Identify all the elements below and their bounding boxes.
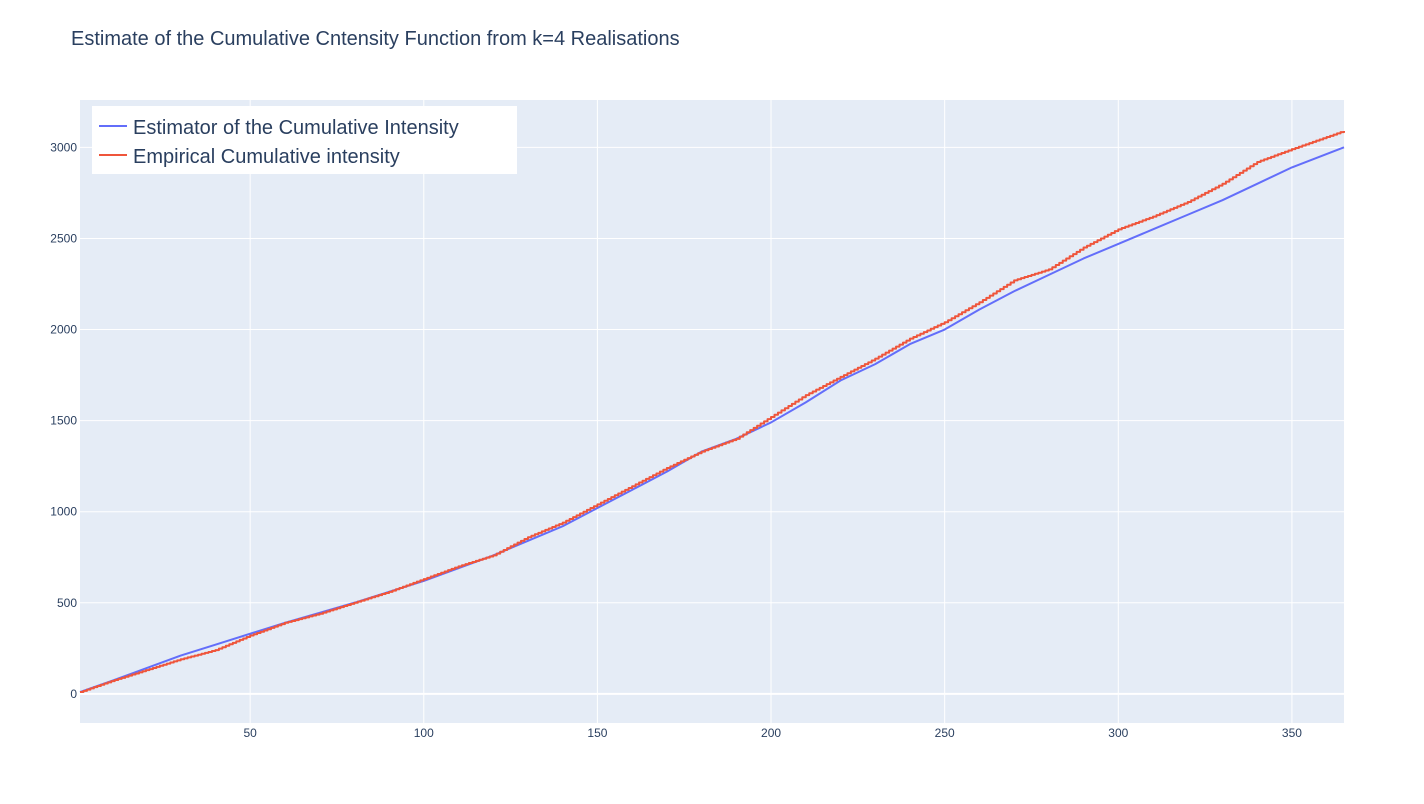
y-tick-label: 0 <box>70 687 77 701</box>
x-tick-label: 300 <box>1108 726 1128 740</box>
y-tick-label: 1500 <box>50 414 77 428</box>
x-tick-label: 150 <box>587 726 607 740</box>
y-tick-label: 2000 <box>50 323 77 337</box>
x-tick-label: 200 <box>761 726 781 740</box>
series-line-empirical <box>80 130 1345 694</box>
x-tick-label: 250 <box>935 726 955 740</box>
series-layer <box>79 130 1345 694</box>
x-tick-label: 350 <box>1282 726 1302 740</box>
legend-box <box>92 106 517 174</box>
legend-label-empirical[interactable]: Empirical Cumulative intensity <box>133 146 400 168</box>
x-tick-label: 50 <box>243 726 257 740</box>
legend[interactable]: Estimator of the Cumulative Intensity Em… <box>92 106 517 174</box>
x-tick-label: 100 <box>414 726 434 740</box>
y-tick-label: 3000 <box>50 140 77 154</box>
legend-label-estimator[interactable]: Estimator of the Cumulative Intensity <box>133 117 459 139</box>
plot-area <box>80 100 1344 723</box>
chart-title: Estimate of the Cumulative Cntensity Fun… <box>71 28 680 50</box>
y-tick-label: 500 <box>57 596 77 610</box>
y-tick-label: 2500 <box>50 231 77 245</box>
tick-labels: 50 100 150 200 250 300 350 0 500 1000 1500 2000 2500… <box>50 140 1302 740</box>
y-tick-label: 1000 <box>50 505 77 519</box>
